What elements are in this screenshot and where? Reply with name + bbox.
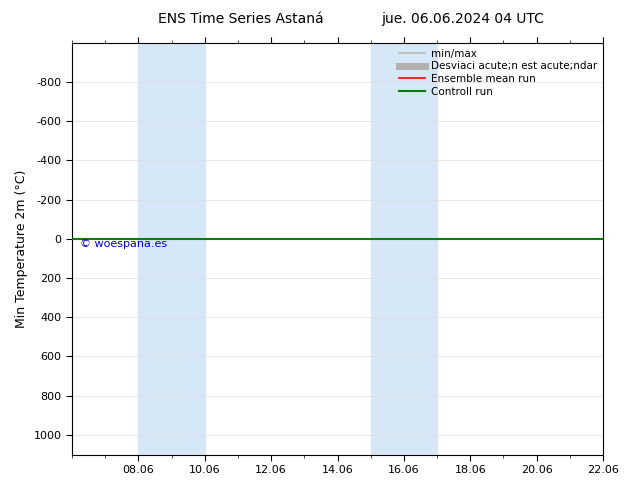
Y-axis label: Min Temperature 2m (°C): Min Temperature 2m (°C) bbox=[15, 170, 28, 328]
Text: ENS Time Series Astaná: ENS Time Series Astaná bbox=[158, 12, 324, 26]
Bar bbox=[138, 43, 205, 455]
Bar bbox=[371, 43, 437, 455]
Text: © woespana.es: © woespana.es bbox=[80, 240, 167, 249]
Text: jue. 06.06.2024 04 UTC: jue. 06.06.2024 04 UTC bbox=[382, 12, 544, 26]
Legend: min/max, Desviaci acute;n est acute;ndar, Ensemble mean run, Controll run: min/max, Desviaci acute;n est acute;ndar… bbox=[395, 45, 601, 101]
